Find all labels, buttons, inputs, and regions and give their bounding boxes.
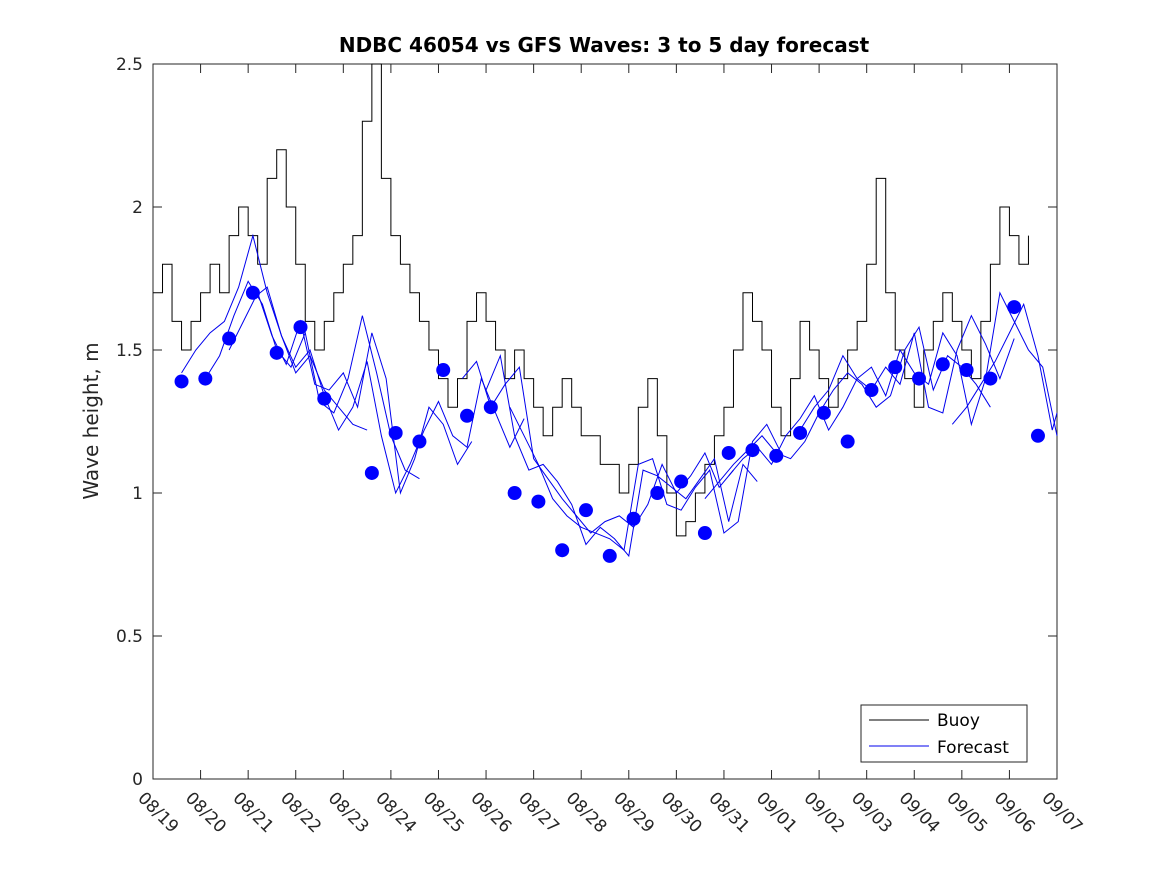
forecast-marker (388, 425, 403, 440)
forecast-marker (1030, 428, 1045, 443)
forecast-line (799, 291, 1058, 436)
forecast-marker (555, 543, 570, 558)
forecast-marker (983, 371, 998, 386)
forecast-marker (935, 357, 950, 372)
forecast-marker (745, 443, 760, 458)
forecast-marker (816, 405, 831, 420)
forecast-line (252, 286, 525, 495)
buoy-line (153, 63, 1029, 537)
forecast-marker (364, 465, 379, 480)
forecast-marker (674, 474, 689, 489)
forecast-marker (721, 445, 736, 460)
forecast-markers (174, 285, 1045, 563)
forecast-marker (959, 363, 974, 378)
forecast-line (204, 280, 420, 480)
forecast-series (181, 233, 1058, 558)
forecast-marker (269, 345, 284, 360)
forecast-line (485, 353, 758, 558)
y-tick-label: 0 (132, 770, 143, 790)
forecast-line (228, 291, 473, 495)
forecast-marker (222, 331, 237, 346)
forecast-line (951, 302, 1058, 431)
forecast-marker (769, 448, 784, 463)
forecast-marker (317, 391, 332, 406)
chart-title: NDBC 46054 vs GFS Waves: 3 to 5 day fore… (339, 33, 870, 57)
y-axis-label: Wave height, m (79, 342, 103, 499)
forecast-marker (483, 400, 498, 415)
forecast-marker (1007, 300, 1022, 315)
forecast-marker (840, 434, 855, 449)
forecast-marker (697, 526, 712, 541)
forecast-marker (293, 320, 308, 335)
forecast-marker (912, 371, 927, 386)
forecast-marker (793, 425, 808, 440)
forecast-marker (888, 360, 903, 375)
buoy-series (153, 63, 1029, 537)
y-tick-label: 2 (132, 198, 143, 218)
forecast-marker (245, 285, 260, 300)
legend: Buoy Forecast (860, 704, 1028, 763)
forecast-line (509, 406, 782, 552)
forecast-marker (412, 434, 427, 449)
legend-forecast-label: Forecast (937, 738, 1009, 758)
forecast-line (181, 233, 368, 431)
forecast-line (461, 360, 734, 534)
legend-buoy-label: Buoy (937, 711, 980, 731)
forecast-marker (198, 371, 213, 386)
forecast-marker (436, 363, 451, 378)
forecast-marker (864, 383, 879, 398)
forecast-marker (460, 408, 475, 423)
forecast-marker (578, 503, 593, 518)
legend-box (860, 704, 1028, 763)
plot-area-frame (152, 63, 1058, 780)
forecast-marker (507, 486, 522, 500)
y-tick-label: 1.5 (116, 341, 143, 361)
forecast-marker (626, 511, 641, 526)
axes-frame (152, 63, 1058, 780)
forecast-marker (531, 494, 546, 509)
forecast-marker (174, 374, 189, 389)
y-tick-label: 0.5 (116, 627, 143, 647)
y-tick-label: 1 (132, 484, 143, 504)
forecast-marker (650, 486, 665, 500)
y-tick-label: 2.5 (116, 55, 143, 75)
forecast-marker (602, 548, 617, 563)
